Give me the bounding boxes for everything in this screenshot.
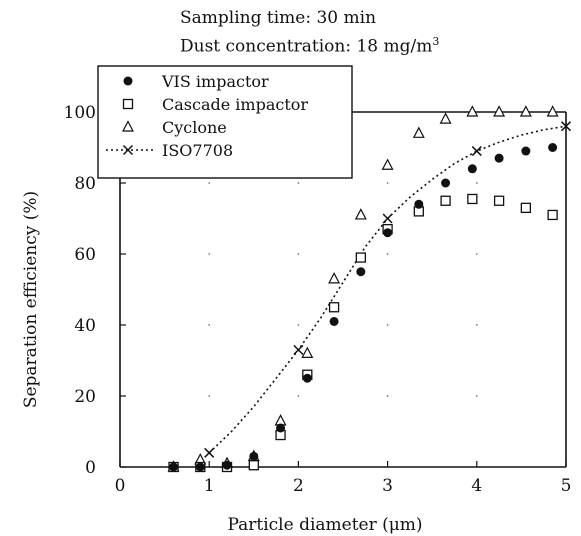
grid-dot <box>297 324 300 326</box>
legend-iso7708-label: ISO7708 <box>162 141 233 160</box>
vis-impactor-point <box>414 199 424 209</box>
y-tick-label: 80 <box>74 174 96 194</box>
x-marker-stroke <box>122 144 134 156</box>
x-tick-label: 4 <box>471 476 482 496</box>
cascade-impactor-point <box>467 193 478 205</box>
cascade-impactor-point <box>493 195 505 206</box>
grid-dot <box>386 182 389 184</box>
grid-dot <box>208 324 211 326</box>
legend-cyclone-label: Cyclone <box>162 118 227 137</box>
grid-dot <box>208 395 211 397</box>
x-tick-label: 2 <box>293 476 304 496</box>
cyclone-point <box>381 158 394 170</box>
cyclone-point <box>546 105 559 117</box>
cascade-impactor-point <box>248 460 259 471</box>
legend-box <box>97 65 353 179</box>
x-tick-label: 1 <box>204 476 215 496</box>
cyclone-point <box>466 105 479 117</box>
vis-impactor-point <box>356 267 366 277</box>
legend-cyclone-marker <box>122 120 134 132</box>
grid-dot <box>297 253 300 255</box>
y-tick-label: 0 <box>85 458 96 478</box>
iso7708-point <box>204 447 215 458</box>
x-marker-stroke <box>293 344 304 355</box>
data-marks <box>167 105 572 473</box>
cyclone-point <box>493 105 506 117</box>
grid-dot <box>208 182 211 184</box>
chart-header: Sampling time: 30 min Dust concentration… <box>180 6 439 59</box>
vis-impactor-point <box>195 462 205 472</box>
dust-concentration-text: Dust concentration: 18 mg/m <box>180 36 433 57</box>
legend-vis-impactor-label: VIS impactor <box>161 72 269 91</box>
grid-dot <box>475 253 478 255</box>
cyclone-point <box>519 105 532 117</box>
x-tick-label: 3 <box>382 476 393 496</box>
grid-dot <box>386 395 389 397</box>
y-tick-label: 60 <box>74 245 96 265</box>
y-tick-label: 40 <box>74 316 96 336</box>
vis-impactor-point <box>249 451 259 461</box>
legend-cascade-impactor-marker <box>122 98 134 110</box>
iso7708-point <box>382 213 393 224</box>
vis-impactor-point <box>521 146 531 156</box>
cyclone-point <box>354 208 367 220</box>
x-axis-title: Particle diameter (μm) <box>227 515 422 535</box>
legend: VIS impactor Cascade impactor Cyclone ISO77… <box>97 65 353 179</box>
grid-dot <box>208 253 211 255</box>
iso7708-point <box>293 344 304 355</box>
vis-impactor-point <box>494 153 504 163</box>
legend-iso7708-marker <box>122 144 134 156</box>
vis-impactor-point <box>548 143 558 152</box>
y-axis-title: Separation efficiency (%) <box>21 191 41 408</box>
x-tick-label: 5 <box>561 476 572 496</box>
cyclone-point <box>439 112 452 124</box>
x-marker-stroke <box>204 447 215 458</box>
dust-concentration-exponent: 3 <box>432 35 440 48</box>
sampling-time-label: Sampling time: 30 min <box>180 8 377 28</box>
cyclone-point <box>274 414 287 426</box>
axis-ticks: 0 1 2 3 4 5 0 20 40 60 80 100 <box>64 103 572 496</box>
cascade-impactor-point <box>547 209 558 221</box>
cyclone-point <box>412 126 425 138</box>
x-tick-label: 0 <box>115 476 126 496</box>
vis-impactor-point <box>329 316 339 326</box>
vis-impactor-point <box>222 460 232 470</box>
cyclone-point <box>301 346 314 358</box>
legend-vis-impactor-marker <box>123 76 133 86</box>
cascade-impactor-point <box>355 252 366 263</box>
grid-dot <box>475 182 478 184</box>
legend-cascade-impactor-label: Cascade impactor <box>162 95 308 114</box>
grid-dots <box>208 182 478 397</box>
cascade-impactor-point <box>328 302 340 313</box>
grid-dot <box>386 253 389 255</box>
axis-titles: Particle diameter (μm) Separation efficie… <box>21 191 423 535</box>
cascade-impactor-point <box>440 195 451 206</box>
vis-impactor-point <box>467 164 477 174</box>
vis-impactor-point <box>302 373 312 383</box>
vis-impactor-point <box>383 228 393 238</box>
grid-dot <box>386 324 389 326</box>
grid-dot <box>297 182 300 184</box>
grid-dot <box>475 395 478 397</box>
iso7708-point <box>560 121 572 132</box>
vis-impactor-point <box>441 178 451 188</box>
y-tick-label: 100 <box>64 103 96 123</box>
vis-impactor-point <box>276 423 286 433</box>
dust-concentration-label: Dust concentration: 18 mg/m3 <box>180 30 439 59</box>
y-tick-label: 20 <box>74 387 96 407</box>
x-marker-stroke <box>560 121 572 132</box>
iso7708-point <box>471 146 482 157</box>
x-marker-stroke <box>471 146 482 157</box>
x-marker-stroke <box>382 213 393 224</box>
cascade-impactor-point <box>520 202 532 214</box>
grid-dot <box>475 324 478 326</box>
grid-dot <box>297 395 300 397</box>
cyclone-point <box>328 272 341 284</box>
vis-impactor-point <box>169 462 179 472</box>
